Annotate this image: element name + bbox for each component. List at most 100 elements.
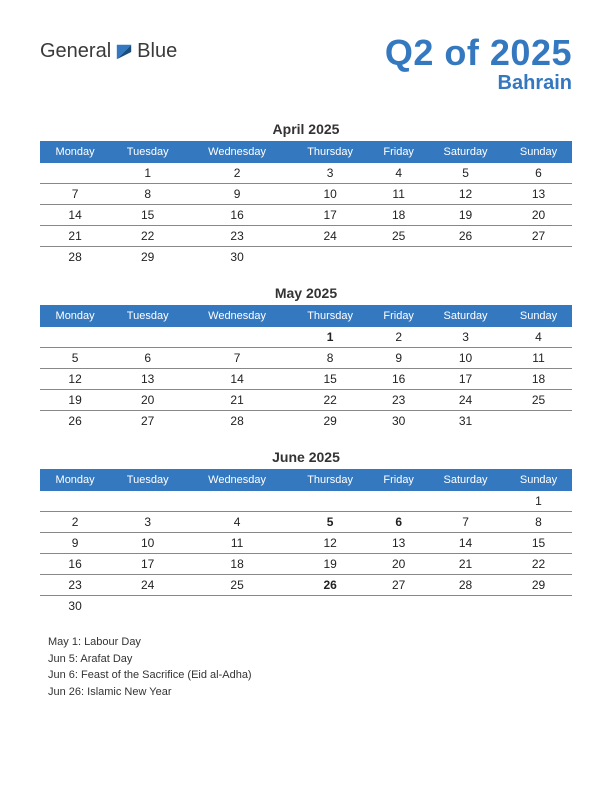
weekday-header: Saturday: [426, 305, 505, 327]
calendar-cell: 24: [426, 390, 505, 411]
calendar-cell: 5: [426, 163, 505, 184]
calendar-cell: 17: [289, 205, 371, 226]
calendar-cell: 2: [185, 163, 289, 184]
calendar-cell: 20: [371, 554, 426, 575]
calendar-cell: 13: [371, 533, 426, 554]
calendar-cell: 16: [371, 369, 426, 390]
calendar-cell: [371, 247, 426, 268]
calendar-cell: [185, 327, 289, 348]
calendar-cell: 30: [40, 596, 110, 617]
calendar-row: 2345678: [40, 512, 572, 533]
calendar-cell: 10: [110, 533, 185, 554]
calendar-cell: 15: [289, 369, 371, 390]
calendar-cell: [110, 327, 185, 348]
calendar-row: 19202122232425: [40, 390, 572, 411]
calendar-cell: 25: [505, 390, 572, 411]
calendar-cell: 7: [40, 184, 110, 205]
weekday-header: Tuesday: [110, 141, 185, 163]
calendar-cell: 1: [505, 491, 572, 512]
calendar-cell: 16: [40, 554, 110, 575]
calendar-cell: 25: [185, 575, 289, 596]
calendar-cell: 22: [289, 390, 371, 411]
calendar-cell: 21: [40, 226, 110, 247]
calendar-cell: 14: [40, 205, 110, 226]
weekday-header: Monday: [40, 469, 110, 491]
calendar-cell: 30: [371, 411, 426, 432]
calendar-cell: 1: [110, 163, 185, 184]
calendar-cell: 18: [371, 205, 426, 226]
month-title: May 2025: [40, 285, 572, 301]
brand-part2: Blue: [137, 40, 177, 63]
calendar-cell: 15: [110, 205, 185, 226]
calendar-cell: 23: [185, 226, 289, 247]
weekday-header: Sunday: [505, 141, 572, 163]
calendar-cell: [426, 596, 505, 617]
calendar-cell: 17: [110, 554, 185, 575]
calendar-cell: 21: [426, 554, 505, 575]
calendar-cell: 18: [505, 369, 572, 390]
weekday-header: Saturday: [426, 141, 505, 163]
calendar-cell: 10: [289, 184, 371, 205]
calendar-cell: 30: [185, 247, 289, 268]
calendar-table: MondayTuesdayWednesdayThursdayFridaySatu…: [40, 469, 572, 616]
calendar-cell: 19: [40, 390, 110, 411]
calendar-cell: 9: [40, 533, 110, 554]
calendar-table: MondayTuesdayWednesdayThursdayFridaySatu…: [40, 141, 572, 267]
calendar-cell: 25: [371, 226, 426, 247]
calendar-cell: 28: [185, 411, 289, 432]
calendar-cell: 12: [289, 533, 371, 554]
calendar-cell: [289, 491, 371, 512]
calendar-row: 123456: [40, 163, 572, 184]
calendar-cell: 18: [185, 554, 289, 575]
calendar-cell: [505, 247, 572, 268]
calendar-cell: 1: [289, 327, 371, 348]
calendar-cell: 8: [289, 348, 371, 369]
calendar-cell: 12: [426, 184, 505, 205]
month-block: June 2025 MondayTuesdayWednesdayThursdayF…: [40, 449, 572, 616]
calendar-cell: 4: [505, 327, 572, 348]
calendar-row: 78910111213: [40, 184, 572, 205]
calendar-cell: 10: [426, 348, 505, 369]
calendar-cell: [426, 247, 505, 268]
calendar-cell: 31: [426, 411, 505, 432]
calendar-cell: 14: [426, 533, 505, 554]
weekday-header: Sunday: [505, 305, 572, 327]
calendar-cell: 16: [185, 205, 289, 226]
calendar-cell: 19: [426, 205, 505, 226]
calendar-cell: 28: [40, 247, 110, 268]
calendar-cell: 26: [40, 411, 110, 432]
calendar-cell: [426, 491, 505, 512]
page-title: Q2 of 2025: [385, 32, 572, 74]
calendar-cell: 15: [505, 533, 572, 554]
calendar-row: 9101112131415: [40, 533, 572, 554]
calendar-cell: [40, 491, 110, 512]
month-title: April 2025: [40, 121, 572, 137]
calendar-cell: 17: [426, 369, 505, 390]
calendar-cell: 28: [426, 575, 505, 596]
calendar-cell: 11: [505, 348, 572, 369]
brand-logo: General Blue: [40, 40, 177, 63]
calendar-cell: 22: [505, 554, 572, 575]
calendar-cell: 27: [371, 575, 426, 596]
logo-flag-icon: [115, 43, 133, 61]
calendar-cell: 29: [505, 575, 572, 596]
calendar-cell: 3: [426, 327, 505, 348]
weekday-header: Sunday: [505, 469, 572, 491]
calendar-table: MondayTuesdayWednesdayThursdayFridaySatu…: [40, 305, 572, 431]
calendar-row: 30: [40, 596, 572, 617]
calendar-cell: 4: [185, 512, 289, 533]
calendar-row: 1: [40, 491, 572, 512]
calendar-cell: 9: [185, 184, 289, 205]
weekday-header: Tuesday: [110, 469, 185, 491]
calendar-row: 567891011: [40, 348, 572, 369]
calendar-cell: [185, 491, 289, 512]
weekday-header: Monday: [40, 141, 110, 163]
holiday-notes: May 1: Labour DayJun 5: Arafat DayJun 6:…: [40, 634, 572, 700]
holiday-note: Jun 5: Arafat Day: [48, 651, 572, 668]
calendar-row: 14151617181920: [40, 205, 572, 226]
calendar-cell: 6: [371, 512, 426, 533]
calendar-cell: [185, 596, 289, 617]
calendar-row: 21222324252627: [40, 226, 572, 247]
month-title: June 2025: [40, 449, 572, 465]
weekday-header: Monday: [40, 305, 110, 327]
